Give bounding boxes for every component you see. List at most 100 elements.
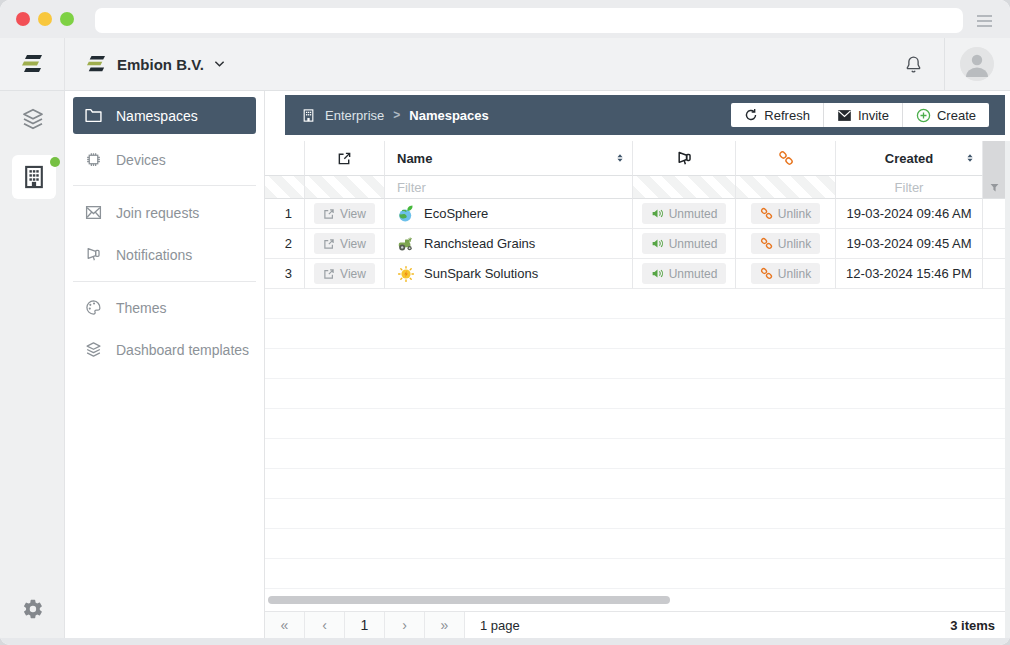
- palette-icon: [85, 299, 102, 316]
- header-divider: [944, 38, 945, 90]
- table-filter-row: Filter Filter: [265, 176, 1005, 199]
- filter-toggle-button[interactable]: [983, 176, 1005, 199]
- filter-cell-disabled: [633, 176, 736, 199]
- org-name: Embion B.V.: [117, 56, 204, 73]
- unmuted-label: Unmuted: [669, 207, 718, 221]
- sidebar-item-themes[interactable]: Themes: [73, 289, 256, 326]
- vertical-scroll-gutter: [1005, 141, 1010, 638]
- notifications-bell-button[interactable]: [903, 54, 924, 76]
- funnel-icon: [989, 182, 1000, 193]
- sidebar-divider: [73, 185, 256, 186]
- view-cell: View: [305, 199, 385, 229]
- refresh-button[interactable]: Refresh: [731, 103, 823, 127]
- view-label: View: [340, 237, 366, 251]
- unlink-icon: [760, 207, 773, 220]
- unlink-label: Unlink: [778, 267, 811, 281]
- rail-enterprise-button[interactable]: [12, 155, 56, 199]
- user-avatar[interactable]: [960, 47, 994, 81]
- unmuted-button[interactable]: Unmuted: [642, 263, 727, 284]
- sort-icon[interactable]: [964, 152, 976, 164]
- breadcrumb-root[interactable]: Enterprise: [325, 108, 384, 123]
- next-page-button[interactable]: ›: [385, 612, 425, 639]
- current-page-button[interactable]: 1: [345, 612, 385, 639]
- sidebar-item-dashboard-templates[interactable]: Dashboard templates: [73, 331, 256, 368]
- unlink-icon: [778, 150, 794, 166]
- table-row[interactable]: 2 View Ranchstead Grai: [265, 229, 1005, 259]
- column-header-created[interactable]: Created: [836, 141, 983, 176]
- address-bar[interactable]: [95, 8, 963, 33]
- sidebar-item-label: Namespaces: [116, 108, 198, 124]
- spacer-cell: [983, 199, 1005, 229]
- folder-icon: [85, 108, 102, 123]
- envelope-icon: [837, 109, 852, 122]
- sidebar-item-join-requests[interactable]: Join requests: [73, 194, 256, 231]
- megaphone-icon: [676, 150, 693, 167]
- row-index: 3: [265, 259, 305, 289]
- app-logo: [0, 38, 65, 90]
- view-button[interactable]: View: [314, 203, 375, 224]
- filter-cell-disabled: [736, 176, 836, 199]
- column-header-link[interactable]: [736, 141, 836, 176]
- unmuted-button[interactable]: Unmuted: [642, 203, 727, 224]
- prev-page-button[interactable]: ‹: [305, 612, 345, 639]
- left-rail: [0, 91, 65, 638]
- table-row[interactable]: 1 View EcoSphere: [265, 199, 1005, 229]
- created-filter-input[interactable]: Filter: [836, 176, 983, 199]
- horizontal-scrollbar[interactable]: [268, 596, 670, 604]
- view-button[interactable]: View: [314, 233, 375, 254]
- settings-button[interactable]: [0, 594, 65, 624]
- last-page-button[interactable]: »: [425, 612, 465, 639]
- column-header-notifications[interactable]: [633, 141, 736, 176]
- window-bottom-edge: [0, 638, 1010, 645]
- rail-dashboards-button[interactable]: [0, 104, 65, 134]
- unmuted-button[interactable]: Unmuted: [642, 233, 727, 254]
- filter-cell-disabled: [305, 176, 385, 199]
- toolbar-buttons: Refresh Invite Create: [731, 103, 989, 127]
- unlink-button[interactable]: Unlink: [751, 263, 820, 284]
- first-page-button[interactable]: «: [265, 612, 305, 639]
- refresh-icon: [744, 108, 758, 122]
- close-window-button[interactable]: [16, 12, 30, 26]
- globe-leaf-icon: [397, 205, 415, 223]
- column-header-name[interactable]: Name: [385, 141, 633, 176]
- gear-icon: [22, 598, 44, 620]
- column-header-index: [265, 141, 305, 176]
- layers-icon: [21, 107, 45, 131]
- unlink-label: Unlink: [778, 237, 811, 251]
- bell-icon: [903, 54, 924, 76]
- sidebar-item-namespaces[interactable]: Namespaces: [73, 97, 256, 134]
- invite-button[interactable]: Invite: [823, 103, 902, 127]
- empty-grid-area: [265, 289, 1005, 591]
- notifications-cell: Unmuted: [633, 259, 736, 289]
- megaphone-icon: [85, 246, 102, 263]
- filter-placeholder: Filter: [397, 180, 426, 195]
- speaker-icon: [651, 207, 664, 220]
- chevron-down-icon: [214, 60, 225, 68]
- view-button[interactable]: View: [314, 263, 375, 284]
- column-label: Created: [885, 151, 933, 166]
- unlink-button[interactable]: Unlink: [751, 233, 820, 254]
- sidebar-item-devices[interactable]: Devices: [73, 141, 256, 178]
- create-label: Create: [937, 108, 976, 123]
- sidebar-item-notifications[interactable]: Notifications: [73, 236, 256, 273]
- view-cell: View: [305, 259, 385, 289]
- row-index: 2: [265, 229, 305, 259]
- unlink-button[interactable]: Unlink: [751, 203, 820, 224]
- sort-icon[interactable]: [614, 152, 626, 164]
- filter-placeholder: Filter: [895, 180, 924, 195]
- create-button[interactable]: Create: [902, 103, 989, 127]
- name-cell: EcoSphere: [385, 199, 633, 229]
- minimize-window-button[interactable]: [38, 12, 52, 26]
- org-switcher[interactable]: Embion B.V.: [85, 38, 225, 90]
- browser-menu-icon[interactable]: [977, 15, 992, 27]
- maximize-window-button[interactable]: [60, 12, 74, 26]
- person-icon: [960, 47, 994, 81]
- unlink-label: Unlink: [778, 207, 811, 221]
- column-header-view[interactable]: [305, 141, 385, 176]
- name-filter-input[interactable]: Filter: [385, 176, 633, 199]
- table-row[interactable]: 3 View SunSpark Solu: [265, 259, 1005, 289]
- building-icon: [21, 164, 47, 190]
- filter-toggle-corner: [983, 141, 1005, 176]
- refresh-label: Refresh: [764, 108, 810, 123]
- namespace-name: EcoSphere: [424, 206, 488, 221]
